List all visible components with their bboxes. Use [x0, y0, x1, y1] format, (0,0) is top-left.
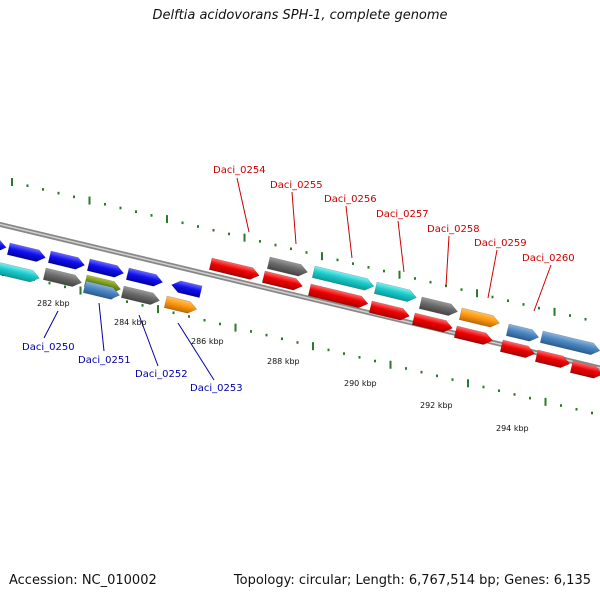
- gene-label-daci-0257[interactable]: Daci_0257: [376, 209, 429, 220]
- gene-label-daci-0259[interactable]: Daci_0259: [474, 238, 527, 249]
- gene-block-11[interactable]: [120, 285, 161, 307]
- genome-summary-text: Topology: circular; Length: 6,767,514 bp…: [233, 573, 591, 588]
- gene-block-03[interactable]: [47, 250, 86, 271]
- scale-label-282: 282 kbp: [37, 299, 70, 308]
- gene-block-16[interactable]: [311, 265, 375, 292]
- gene-block-06[interactable]: [170, 279, 203, 298]
- gene-block-19[interactable]: [368, 300, 411, 322]
- scale-label-294: 294 kbp: [496, 424, 529, 433]
- gene-block-27[interactable]: [534, 349, 571, 370]
- gene-block-25[interactable]: [539, 330, 600, 357]
- gene-block-01[interactable]: [0, 237, 8, 253]
- gene-label-daci-0255[interactable]: Daci_0255: [270, 180, 323, 191]
- gene-block-28[interactable]: [569, 360, 600, 380]
- leader-daci-0258: [445, 235, 450, 287]
- gene-block-13[interactable]: [208, 257, 260, 281]
- gene-features: [0, 237, 600, 380]
- gene-block-02[interactable]: [6, 242, 47, 264]
- scale-label-290: 290 kbp: [344, 379, 377, 388]
- leader-daci-0252: [138, 314, 159, 367]
- gene-block-21[interactable]: [411, 312, 454, 334]
- gene-label-daci-0256[interactable]: Daci_0256: [324, 194, 377, 205]
- gene-block-15[interactable]: [261, 270, 304, 292]
- scale-ticks-top: [11, 178, 587, 321]
- leader-daci-0251: [98, 302, 105, 352]
- gene-block-24[interactable]: [505, 323, 540, 343]
- gene-block-08[interactable]: [42, 267, 83, 289]
- gene-block-12[interactable]: [163, 295, 198, 315]
- gene-label-daci-0251[interactable]: Daci_0251: [78, 355, 131, 366]
- gene-label-daci-0258[interactable]: Daci_0258: [427, 224, 480, 235]
- leader-daci-0254: [236, 177, 250, 233]
- leader-daci-0256: [345, 205, 353, 259]
- scale-label-286: 286 kbp: [191, 337, 224, 346]
- gene-block-07[interactable]: [0, 261, 41, 284]
- gene-block-05[interactable]: [125, 267, 164, 288]
- gene-block-26[interactable]: [499, 339, 536, 360]
- leader-daci-0250: [43, 310, 59, 339]
- gene-block-20[interactable]: [418, 296, 459, 318]
- gene-block-04[interactable]: [86, 258, 125, 279]
- gene-label-daci-0250[interactable]: Daci_0250: [22, 342, 75, 353]
- accession-text: Accession: NC_010002: [9, 573, 157, 588]
- gene-label-daci-0260[interactable]: Daci_0260: [522, 253, 575, 264]
- gene-label-daci-0252[interactable]: Daci_0252: [135, 369, 188, 380]
- gene-block-22[interactable]: [458, 307, 501, 329]
- leader-daci-0257: [397, 220, 405, 273]
- leader-daci-0260: [533, 264, 552, 312]
- scale-label-292: 292 kbp: [420, 401, 453, 410]
- gene-block-18[interactable]: [307, 283, 369, 310]
- backbone-track-highlight: [0, 223, 600, 369]
- gene-label-daci-0253[interactable]: Daci_0253: [190, 383, 243, 394]
- gene-block-23[interactable]: [453, 325, 494, 347]
- gene-label-daci-0254[interactable]: Daci_0254: [213, 165, 266, 176]
- map-title: Delftia acidovorans SPH-1, complete geno…: [152, 8, 448, 23]
- label-leader-lines: [43, 177, 552, 381]
- leader-daci-0259: [487, 249, 498, 299]
- leader-daci-0253: [177, 322, 215, 381]
- scale-label-284: 284 kbp: [114, 318, 147, 327]
- gene-block-17[interactable]: [373, 281, 418, 303]
- leader-daci-0255: [291, 191, 297, 245]
- gene-block-14[interactable]: [266, 256, 309, 278]
- scale-label-288: 288 kbp: [267, 357, 300, 366]
- gene-block-10[interactable]: [82, 280, 121, 301]
